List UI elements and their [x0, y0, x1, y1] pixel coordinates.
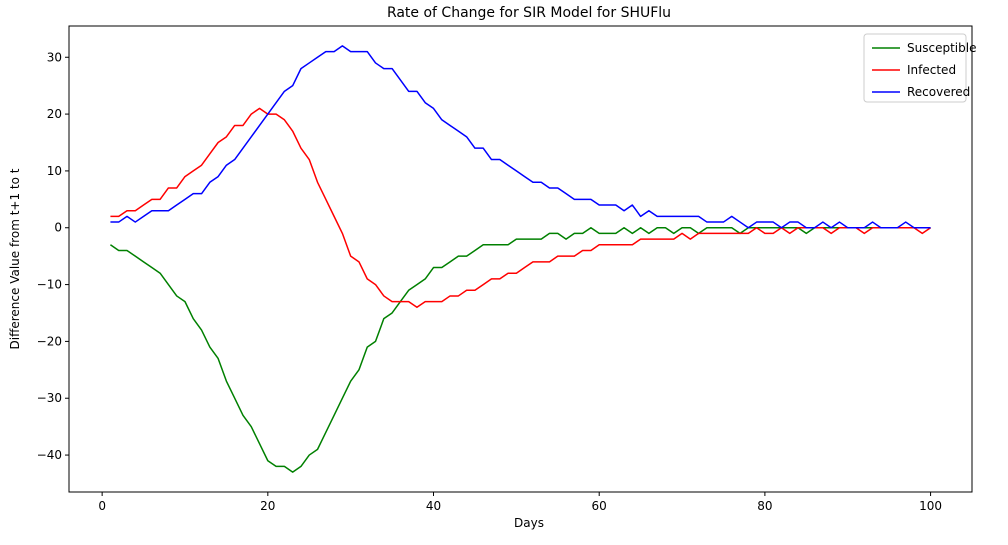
plot-frame: [68, 25, 973, 493]
series-line-infected: [110, 107, 932, 309]
x-tick-label: 0: [98, 499, 106, 513]
plot-area: [69, 26, 972, 492]
x-tick-label: 100: [919, 499, 942, 513]
y-tick-label: 10: [47, 164, 62, 178]
x-tick-label: 60: [592, 499, 607, 513]
legend-label-susceptible: Susceptible: [907, 41, 976, 55]
x-tick-label: 80: [757, 499, 772, 513]
legend-label-recovered: Recovered: [907, 85, 970, 99]
y-tick-label: −40: [37, 448, 62, 462]
x-axis-ticks: 0 20 40 60 80 100: [98, 492, 942, 513]
y-axis-title: Difference Value from t+1 to t: [8, 168, 22, 349]
y-tick-label: 20: [47, 107, 62, 121]
x-tick-label: 40: [426, 499, 441, 513]
legend-box: [863, 33, 967, 103]
y-axis-ticks: −40 −30 −20 −10 0 10 20 30: [37, 50, 69, 462]
y-tick-label: 0: [54, 221, 62, 235]
series-line-susceptible: [109, 226, 931, 473]
y-tick-label: −10: [37, 278, 62, 292]
y-tick-label: −30: [37, 391, 62, 405]
legend-label-infected: Infected: [907, 63, 956, 77]
legend: Susceptible Infected Recovered: [863, 33, 976, 103]
y-tick-label: −20: [37, 334, 62, 348]
series-layer: [109, 45, 932, 473]
series-line-recovered: [110, 45, 931, 229]
chart-title: Rate of Change for SIR Model for SHUFlu: [387, 5, 671, 21]
x-tick-label: 20: [260, 499, 275, 513]
y-tick-label: 30: [47, 50, 62, 64]
x-axis-title: Days: [514, 516, 544, 530]
